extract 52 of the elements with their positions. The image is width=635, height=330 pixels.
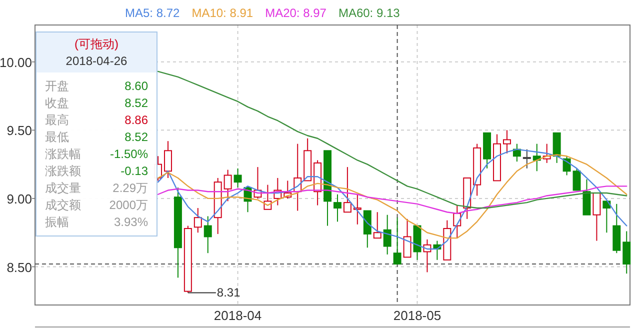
candlestick (393, 217, 402, 265)
candlestick (343, 166, 352, 213)
x-tick-label: 2018-05 (393, 308, 442, 323)
annotation: 2000万 (109, 198, 148, 212)
annotation: 涨跌额 (45, 164, 81, 178)
candlestick (224, 169, 232, 202)
candlestick (383, 214, 392, 255)
annotation: (可拖动) (74, 37, 118, 51)
candlestick (572, 168, 581, 191)
text: MA10: 8.91 (192, 6, 254, 20)
annotation: 开盘 (45, 79, 69, 93)
candlestick (502, 130, 511, 154)
candlestick (164, 140, 172, 178)
candlestick (373, 212, 382, 239)
annotation: 收盘 (45, 96, 69, 110)
annotation: 2018-04-26 (66, 54, 128, 68)
annotation: 振幅 (45, 215, 69, 229)
text: MA20: 8.97 (265, 6, 327, 20)
annotation: 最高 (45, 113, 69, 127)
y-tick-label: 8.50 (6, 260, 32, 275)
candlestick (333, 194, 342, 222)
annotation: -0.13 (120, 164, 148, 178)
candlestick (522, 148, 531, 169)
candlestick (622, 230, 631, 274)
annotation: 8.52 (124, 130, 148, 144)
text: MA60: 9.13 (338, 6, 400, 20)
annotation: 8.86 (124, 113, 148, 127)
candlestick (204, 216, 212, 254)
text: MA5: 8.72 (125, 6, 180, 20)
annotation: 8.60 (124, 79, 148, 93)
annotation: 涨跌幅 (45, 147, 81, 161)
annotation: 8.52 (124, 96, 148, 110)
candlestick (582, 178, 591, 216)
candlestick (194, 208, 202, 234)
y-tick-label: 10.00 (0, 54, 32, 70)
annotation: 最低 (45, 130, 69, 144)
annotation: 8.31 (216, 286, 241, 300)
candlestick (353, 194, 362, 225)
candlestick (592, 192, 601, 242)
candlestick (363, 210, 372, 248)
y-tick-label: 9.50 (6, 123, 32, 138)
annotation: 3.93% (114, 215, 148, 229)
annotation: -1.50% (110, 147, 148, 161)
candlestick (552, 132, 561, 164)
y-tick-label: 9.00 (6, 191, 32, 206)
candlestick (403, 218, 412, 258)
x-tick-label: 2018-04 (214, 308, 262, 323)
candlestick (234, 168, 242, 188)
annotation: 2.29万 (112, 181, 148, 195)
annotation: 成交额 (45, 198, 81, 212)
candlestick (602, 200, 611, 234)
annotation: 成交量 (45, 181, 81, 195)
